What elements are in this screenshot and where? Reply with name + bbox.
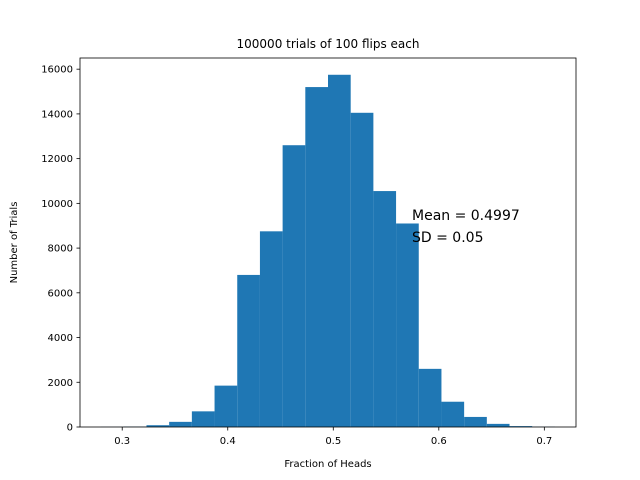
- histogram-bar-16: [464, 416, 487, 427]
- x-tick-label: 0.7: [536, 436, 552, 447]
- y-axis-label: Number of Trials: [9, 202, 20, 284]
- histogram-bar-8: [282, 145, 306, 427]
- x-tick-label: 0.5: [325, 436, 341, 447]
- y-tick-label: 4000: [48, 333, 73, 344]
- y-tick-label: 6000: [48, 288, 73, 299]
- y-tick-label: 16000: [41, 65, 73, 76]
- y-axis-ticks: 0 2000 4000 6000 8000 10000 12000 14000 16000: [41, 65, 80, 434]
- histogram-bar-17: [486, 423, 510, 427]
- y-tick-label: 14000: [41, 109, 73, 120]
- plot-frame: [79, 57, 577, 428]
- mean-annotation: Mean = 0.4997: [412, 208, 520, 224]
- histogram-bar-18: [509, 426, 533, 427]
- y-tick-label: 8000: [48, 244, 73, 255]
- y-tick-label: 10000: [41, 199, 73, 210]
- x-tick-label: 0.6: [431, 436, 447, 447]
- histogram-bar-4: [191, 411, 215, 427]
- sd-annotation: SD = 0.05: [412, 230, 483, 246]
- histogram-bar-5: [214, 385, 238, 427]
- x-tick-label: 0.3: [114, 436, 130, 447]
- histogram-bar-12: [373, 191, 397, 427]
- histogram-bar-3: [169, 421, 192, 427]
- x-tick-label: 0.4: [220, 436, 236, 447]
- x-axis-ticks: 0.3 0.4 0.5 0.6 0.7: [114, 427, 552, 447]
- histogram-bar-10: [328, 74, 351, 427]
- histogram-bar-7: [259, 231, 283, 427]
- y-tick-label: 0: [67, 423, 73, 434]
- x-axis-label: Fraction of Heads: [284, 459, 371, 470]
- histogram-bar-11: [350, 112, 374, 428]
- y-tick-label: 12000: [41, 154, 73, 165]
- histogram-bar-2: [146, 425, 170, 427]
- histogram-bar-14: [418, 368, 442, 427]
- histogram-bar-15: [441, 401, 465, 427]
- y-tick-label: 2000: [48, 378, 73, 389]
- histogram-bar-13: [396, 223, 419, 427]
- histogram-bar-6: [237, 274, 260, 427]
- bars-group: [101, 74, 555, 428]
- chart-title: 100000 trials of 100 flips each: [237, 37, 420, 51]
- histogram-bar-9: [305, 87, 328, 427]
